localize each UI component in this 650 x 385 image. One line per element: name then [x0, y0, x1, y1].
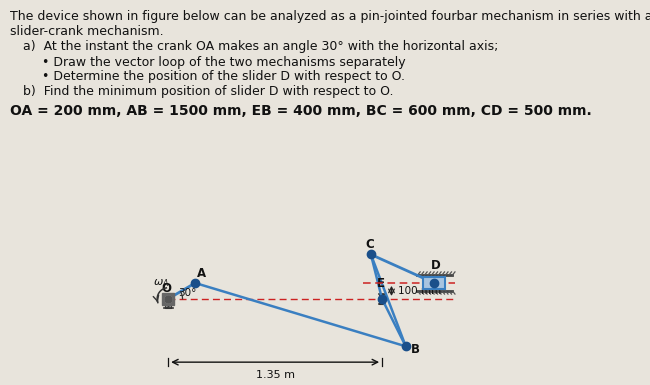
Text: • Determine the position of the slider D with respect to O.: • Determine the position of the slider D… — [42, 70, 405, 83]
Text: O: O — [162, 283, 172, 296]
Bar — [423, 277, 445, 289]
Text: E: E — [376, 277, 384, 290]
Text: A: A — [197, 268, 206, 280]
Text: slider-crank mechanism.: slider-crank mechanism. — [10, 25, 163, 38]
Text: a)  At the instant the crank OA makes an angle 30° with the horizontal axis;: a) At the instant the crank OA makes an … — [23, 40, 498, 54]
Text: B: B — [411, 343, 419, 356]
Text: OA = 200 mm, AB = 1500 mm, EB = 400 mm, BC = 600 mm, CD = 500 mm.: OA = 200 mm, AB = 1500 mm, EB = 400 mm, … — [10, 104, 592, 118]
Text: D: D — [431, 259, 441, 272]
Text: $\omega_A$: $\omega_A$ — [153, 277, 169, 289]
Text: b)  Find the minimum position of slider D with respect to O.: b) Find the minimum position of slider D… — [23, 85, 393, 99]
Text: 1.35 m: 1.35 m — [255, 370, 294, 380]
Text: C: C — [365, 238, 374, 251]
Text: The device shown in figure below can be analyzed as a pin-jointed fourbar mechan: The device shown in figure below can be … — [10, 10, 650, 23]
Bar — [379, 294, 385, 304]
Text: 100 mm: 100 mm — [398, 286, 441, 296]
Text: • Draw the vector loop of the two mechanisms separately: • Draw the vector loop of the two mechan… — [42, 56, 406, 69]
Text: 30°: 30° — [177, 288, 196, 298]
Bar — [166, 299, 171, 308]
